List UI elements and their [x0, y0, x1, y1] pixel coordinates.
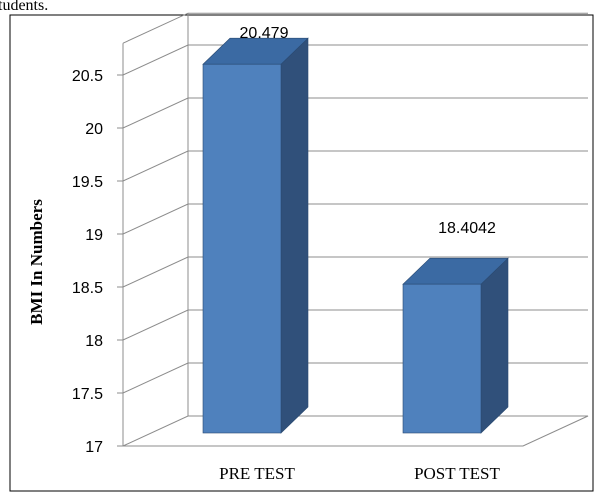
y-tick-label: 20	[85, 121, 103, 138]
data-label: 20.479	[240, 25, 289, 42]
gridline	[122, 415, 588, 447]
data-label: 18.4042	[438, 220, 496, 237]
gridline	[122, 256, 588, 288]
category-label: POST TEST	[414, 464, 500, 483]
y-tick-label: 17	[85, 439, 103, 456]
y-tick-label: 18	[85, 333, 103, 350]
bar	[202, 37, 309, 434]
gridline-top	[122, 12, 588, 44]
y-tick-label: 19	[85, 227, 103, 244]
bar-side	[280, 37, 309, 434]
gridline	[122, 309, 588, 341]
bars	[202, 37, 509, 434]
category-labels: PRE TEST POST TEST	[219, 464, 500, 483]
gridline	[122, 97, 588, 129]
chart-walls	[122, 13, 589, 447]
bar	[402, 257, 509, 434]
y-axis-label: BMI In Numbers	[27, 199, 46, 325]
y-tick-labels: 17 17.5 18 18.5 19 19.5 20 20.5	[72, 68, 103, 456]
y-tick-label: 19.5	[72, 174, 103, 191]
bar-front	[402, 283, 482, 434]
bar-front	[202, 63, 282, 434]
y-tick-label: 20.5	[72, 68, 103, 85]
y-tick-label: 17.5	[72, 386, 103, 403]
gridline	[122, 44, 588, 76]
gridline	[122, 362, 588, 394]
floor-outline	[123, 415, 589, 447]
gridline	[122, 150, 588, 182]
bar-side	[480, 257, 509, 434]
data-labels: 20.479 18.4042	[240, 25, 496, 237]
chart-border	[9, 14, 594, 492]
caption-fragment: tudents.	[0, 0, 48, 14]
y-tick-label: 18.5	[72, 280, 103, 297]
gridline	[122, 203, 588, 235]
category-label: PRE TEST	[219, 464, 295, 483]
